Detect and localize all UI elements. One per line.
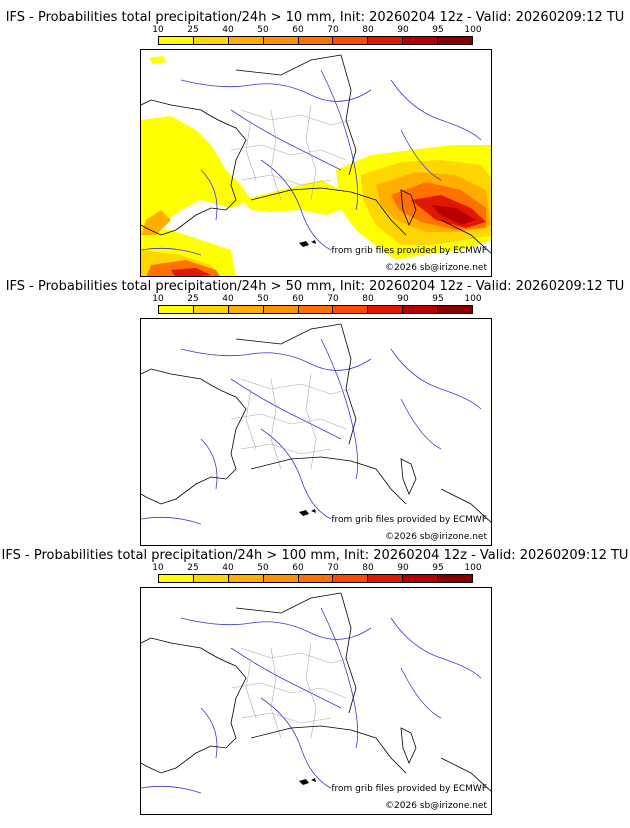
probability-map: from grib files provided by ECMWF ©2026 … [140, 49, 492, 277]
legend-label: 50 [257, 563, 269, 573]
legend-swatch [368, 37, 404, 44]
legend-swatch [263, 37, 299, 44]
rivers [141, 607, 482, 794]
legend-label: 90 [397, 294, 409, 304]
region-borders [230, 642, 352, 739]
panel-title: IFS - Probabilities total precipitation/… [1, 548, 629, 563]
legend-swatch [193, 37, 229, 44]
legend-swatch [333, 575, 369, 582]
legend-swatch [263, 306, 299, 313]
legend-label: 10 [152, 563, 164, 573]
data-source-credit: from grib files provided by ECMWF [331, 784, 487, 794]
coastlines [141, 54, 491, 254]
legend-swatch [159, 37, 194, 44]
legend-label: 60 [292, 563, 304, 573]
legend-swatch [368, 306, 404, 313]
coastlines [141, 592, 491, 792]
region-borders [230, 373, 352, 470]
legend-label: 40 [222, 25, 234, 35]
legend-label: 95 [432, 563, 444, 573]
legend-label: 10 [152, 294, 164, 304]
region-borders [230, 104, 352, 201]
legend-label: 40 [222, 294, 234, 304]
islands [299, 509, 316, 516]
legend-swatch [438, 306, 473, 313]
legend-swatch [438, 575, 473, 582]
panel-title: IFS - Probabilities total precipitation/… [5, 279, 625, 294]
legend-swatch [298, 575, 334, 582]
legend-swatch [368, 575, 404, 582]
legend-labels: 10 25 40 50 60 70 80 90 95 100 [0, 294, 630, 306]
coastlines [141, 323, 491, 523]
legend-label: 25 [187, 294, 199, 304]
legend-swatch [159, 575, 194, 582]
legend-label: 70 [327, 25, 339, 35]
precipitation-areas [141, 56, 491, 276]
map-panel-10mm: IFS - Probabilities total precipitation/… [0, 0, 630, 277]
legend-label: 70 [327, 294, 339, 304]
legend-swatch [298, 37, 334, 44]
color-legend-bar [158, 305, 473, 314]
legend-label: 10 [152, 25, 164, 35]
copyright-credit: ©2026 sb@irizone.net [385, 263, 487, 273]
legend-swatch [403, 575, 439, 582]
legend-label: 100 [464, 563, 482, 573]
legend-swatch [228, 575, 264, 582]
map-graphic [141, 592, 491, 794]
color-legend-bar [158, 36, 473, 45]
legend-swatch [193, 306, 229, 313]
map-graphic [141, 54, 491, 276]
copyright-credit: ©2026 sb@irizone.net [385, 532, 487, 542]
legend-label: 40 [222, 563, 234, 573]
legend-swatch [333, 37, 369, 44]
legend-label: 25 [187, 25, 199, 35]
panel-title: IFS - Probabilities total precipitation/… [5, 10, 625, 25]
probability-map: from grib files provided by ECMWF ©2026 … [140, 318, 492, 546]
legend-swatch [263, 575, 299, 582]
legend-labels: 10 25 40 50 60 70 80 90 95 100 [0, 563, 630, 575]
copyright-credit: ©2026 sb@irizone.net [385, 801, 487, 811]
legend-swatch [403, 37, 439, 44]
legend-labels: 10 25 40 50 60 70 80 90 95 100 [0, 25, 630, 37]
islands [299, 240, 316, 247]
legend-swatch [159, 306, 194, 313]
legend-swatch [298, 306, 334, 313]
legend-label: 80 [362, 294, 374, 304]
legend-swatch [403, 306, 439, 313]
legend-label: 90 [397, 563, 409, 573]
legend-label: 50 [257, 25, 269, 35]
map-panel-50mm: IFS - Probabilities total precipitation/… [0, 269, 630, 546]
legend-label: 90 [397, 25, 409, 35]
legend-label: 80 [362, 25, 374, 35]
legend-swatch [438, 37, 473, 44]
legend-label: 100 [464, 294, 482, 304]
data-source-credit: from grib files provided by ECMWF [331, 246, 487, 256]
rivers [141, 338, 482, 525]
data-source-credit: from grib files provided by ECMWF [331, 515, 487, 525]
legend-swatch [193, 575, 229, 582]
legend-swatch [333, 306, 369, 313]
legend-label: 100 [464, 25, 482, 35]
legend-label: 60 [292, 294, 304, 304]
islands [299, 778, 316, 785]
map-graphic [141, 323, 491, 525]
legend-label: 50 [257, 294, 269, 304]
map-panel-100mm: IFS - Probabilities total precipitation/… [0, 538, 630, 815]
legend-label: 25 [187, 563, 199, 573]
legend-label: 95 [432, 25, 444, 35]
legend-label: 80 [362, 563, 374, 573]
legend-label: 70 [327, 563, 339, 573]
legend-swatch [228, 306, 264, 313]
legend-swatch [228, 37, 264, 44]
probability-map: from grib files provided by ECMWF ©2026 … [140, 587, 492, 815]
legend-label: 60 [292, 25, 304, 35]
color-legend-bar [158, 574, 473, 583]
legend-label: 95 [432, 294, 444, 304]
